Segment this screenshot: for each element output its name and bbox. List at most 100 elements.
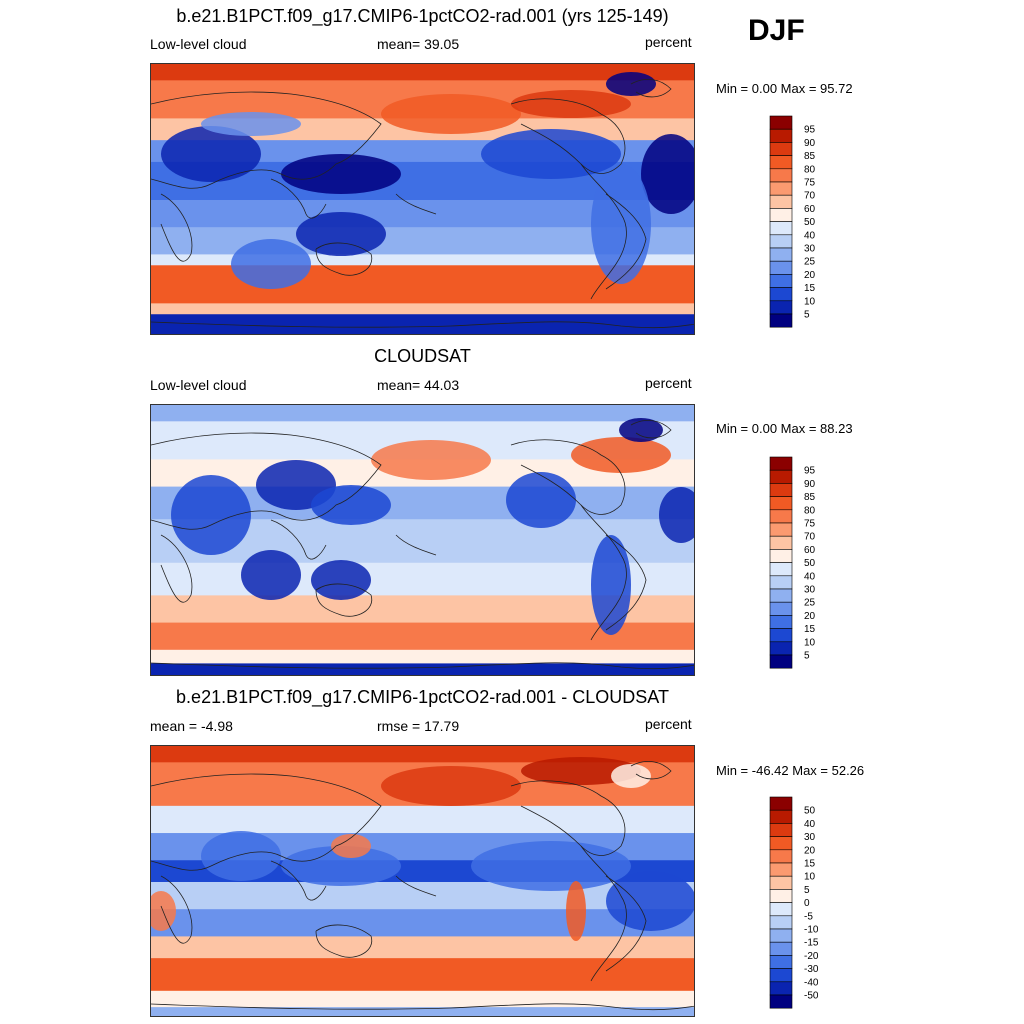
colorbar-swatch — [769, 181, 793, 196]
colorbar-tick-label: -30 — [804, 964, 819, 975]
colorbar-tick-label: 0 — [804, 898, 810, 909]
colorbar-tick-label: 50 — [804, 558, 816, 569]
coastline — [151, 79, 694, 329]
colorbar-tick-label: 10 — [804, 872, 816, 883]
colorbar-tick-label: 40 — [804, 571, 816, 582]
colorbar-swatch — [769, 601, 793, 616]
colorbar-tick-label: 5 — [804, 885, 810, 896]
colorbar-tick-label: 5 — [804, 310, 810, 321]
colorbar-tick-label: 30 — [804, 244, 816, 255]
colorbar-swatch — [769, 836, 793, 851]
colorbar-tick-label: -5 — [804, 911, 813, 922]
colorbar-swatch — [769, 889, 793, 903]
colorbar-swatch — [769, 641, 793, 656]
colorbar-tick-label: -10 — [804, 925, 819, 936]
colorbar-swatch — [769, 287, 793, 302]
coastline — [151, 420, 694, 670]
colorbar-tick-label: 85 — [804, 151, 816, 162]
colorbar-swatch — [769, 849, 793, 864]
colorbar-swatch — [769, 300, 793, 315]
colorbar-tick-label: 15 — [804, 624, 816, 635]
colorbar-swatch — [769, 968, 793, 983]
colorbar-swatch — [769, 155, 793, 170]
colorbar-swatch — [769, 994, 793, 1009]
colorbar-swatch — [769, 115, 793, 130]
colorbar-swatch — [769, 796, 793, 811]
colorbar-swatch — [769, 562, 793, 577]
colorbar-tick-label: 75 — [804, 178, 816, 189]
colorbar-swatch — [769, 615, 793, 629]
colorbar-tick-label: 10 — [804, 296, 816, 307]
map-plot — [150, 404, 695, 676]
colorbar-tick-label: 5 — [804, 651, 810, 662]
colorbar-tick-label: 95 — [804, 466, 816, 477]
mean-label: mean = -4.98 — [150, 718, 233, 734]
colorbar-tick-label: 80 — [804, 164, 816, 175]
colorbar-swatch — [769, 496, 793, 511]
colorbar-tick-label: 15 — [804, 859, 816, 870]
panel-title: b.e21.B1PCT.f09_g17.CMIP6-1pctCO2-rad.00… — [176, 687, 669, 707]
colorbar-swatch — [769, 981, 793, 996]
colorbar-swatch — [769, 902, 793, 917]
colorbar-swatch — [769, 194, 793, 209]
colorbar-swatch — [769, 628, 793, 643]
colorbar-tick-label: -15 — [804, 938, 819, 949]
colorbar-tick-label: 85 — [804, 492, 816, 503]
colorbar-swatch — [769, 483, 793, 497]
colorbar-swatch — [769, 654, 793, 669]
colorbar-swatch — [769, 575, 793, 590]
map-field — [151, 64, 694, 334]
colorbar-tick-label: 50 — [804, 806, 816, 817]
mean-label: mean= 44.03 — [377, 377, 460, 393]
colorbar-swatch — [769, 509, 793, 524]
variable-label: Low-level cloud — [150, 36, 247, 52]
units-label: percent — [645, 375, 692, 391]
colorbar-tick-label: 60 — [804, 545, 816, 556]
colorbar: 95 90 85 80 75 70 60 50 40 30 25 20 15 10 5 — [769, 456, 830, 669]
map-field — [151, 405, 694, 675]
colorbar-tick-label: 20 — [804, 611, 816, 622]
colorbar-tick-label: 80 — [804, 505, 816, 516]
colorbar-tick-label: 30 — [804, 832, 816, 843]
coastline — [151, 761, 694, 1011]
colorbar-swatch — [769, 549, 793, 563]
min-max-label: Min = -46.42 Max = 52.26 — [716, 763, 865, 778]
colorbar-swatch — [769, 168, 793, 183]
map-plot — [150, 63, 695, 335]
colorbar: 95 90 85 80 75 70 60 50 40 30 25 20 15 10 5 — [769, 115, 830, 328]
colorbar: 50 40 30 20 15 10 5 0 -5 -10 -15 -20 -30 -40 -50 — [769, 796, 830, 1009]
colorbar-swatch — [769, 221, 793, 236]
colorbar-tick-label: 10 — [804, 637, 816, 648]
panel-title: CLOUDSAT — [374, 346, 471, 366]
colorbar-tick-label: 90 — [804, 138, 816, 149]
colorbar-swatch — [769, 260, 793, 275]
colorbar-swatch — [769, 875, 793, 890]
colorbar-tick-label: -40 — [804, 977, 819, 988]
colorbar-swatch — [769, 456, 793, 471]
units-label: percent — [645, 716, 692, 732]
colorbar-swatch — [769, 313, 793, 328]
colorbar-swatch — [769, 128, 793, 143]
colorbar-tick-label: 25 — [804, 257, 816, 268]
map-field — [151, 746, 694, 1016]
colorbar-swatch — [769, 955, 793, 969]
season-label: DJF — [748, 14, 805, 47]
colorbar-swatch — [769, 274, 793, 288]
colorbar-tick-label: 40 — [804, 819, 816, 830]
colorbar-swatch — [769, 809, 793, 824]
colorbar-tick-label: -50 — [804, 991, 819, 1002]
colorbar-tick-label: 25 — [804, 598, 816, 609]
colorbar-tick-label: 40 — [804, 230, 816, 241]
colorbar-swatch — [769, 823, 793, 837]
colorbar-swatch — [769, 941, 793, 956]
map-plot — [150, 745, 695, 1017]
colorbar-swatch — [769, 928, 793, 943]
colorbar-tick-label: 60 — [804, 204, 816, 215]
colorbar-tick-label: 50 — [804, 217, 816, 228]
mean-label: mean= 39.05 — [377, 36, 460, 52]
colorbar-tick-label: 30 — [804, 585, 816, 596]
colorbar-swatch — [769, 142, 793, 156]
colorbar-tick-label: 70 — [804, 191, 816, 202]
panel-title: b.e21.B1PCT.f09_g17.CMIP6-1pctCO2-rad.00… — [176, 6, 669, 26]
colorbar-swatch — [769, 208, 793, 222]
